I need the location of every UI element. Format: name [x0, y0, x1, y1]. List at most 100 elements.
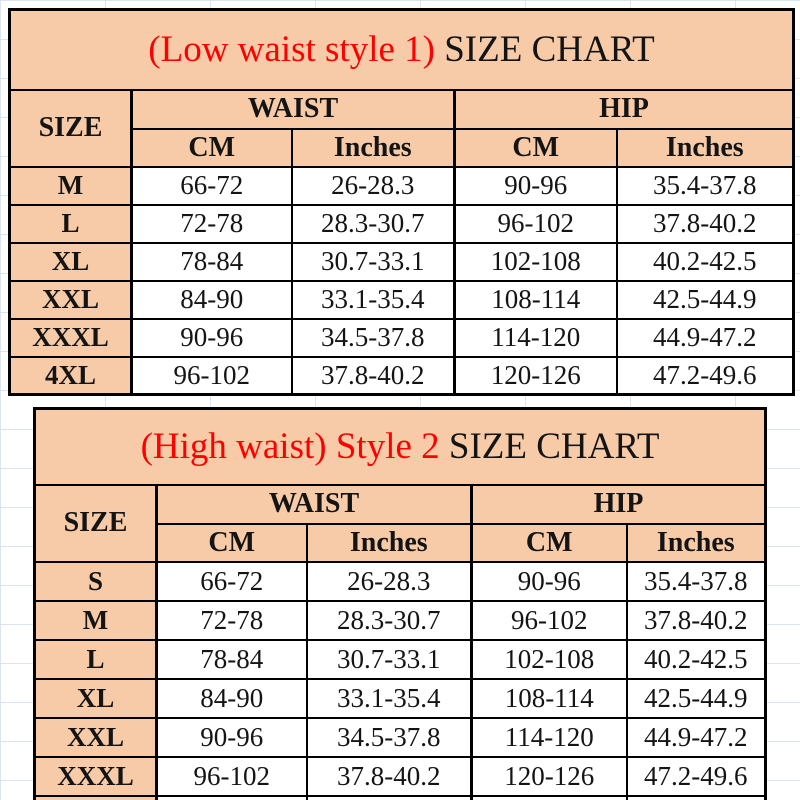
- size-cell: M: [33, 599, 158, 641]
- unit-header-row: CM Inches CM Inches: [35, 522, 767, 563]
- waist-inches-cell: 33.1-35.4: [305, 677, 473, 719]
- table-row: 4XL 96-102 37.8-40.2 120-126 47.2-49.6: [8, 355, 795, 396]
- waist-inches-cell: 30.7-33.1: [305, 638, 473, 680]
- hip-cm-cell: 108-114: [470, 677, 628, 719]
- hip-inches-cell: 35.4-37.8: [625, 560, 767, 602]
- size-cell: M: [8, 165, 133, 206]
- hip-inches-cell: 44.9-47.2: [615, 317, 795, 358]
- waist-group-header: WAIST: [130, 88, 456, 130]
- table-row: M 66-72 26-28.3 90-96 35.4-37.8: [8, 165, 795, 206]
- size-cell: [33, 794, 158, 800]
- waist-inches-header: Inches: [290, 127, 456, 168]
- waist-cm-cell: 90-96: [130, 317, 293, 358]
- hip-inches-cell: 42.5-44.9: [625, 677, 767, 719]
- table-row: XXL 90-96 34.5-37.8 114-120 44.9-47.2: [33, 716, 767, 758]
- waist-cm-cell: 96-102: [155, 755, 308, 797]
- chart-title: (High waist) Style 2 SIZE CHART: [33, 407, 767, 486]
- hip-cm-cell: 96-102: [470, 599, 628, 641]
- hip-cm-header: CM: [453, 127, 618, 168]
- table-row: XXXL 90-96 34.5-37.8 114-120 44.9-47.2: [8, 317, 795, 358]
- hip-inches-cell: 47.2-49.6: [615, 355, 795, 396]
- table-row: XXL 84-90 33.1-35.4 108-114 42.5-44.9: [8, 279, 795, 320]
- size-cell: XXL: [33, 716, 158, 758]
- hip-inches-cell: 47.2-49.6: [625, 755, 767, 797]
- hip-cm-cell: 90-96: [470, 560, 628, 602]
- waist-cm-cell: [155, 794, 308, 800]
- waist-cm-cell: 66-72: [155, 560, 308, 602]
- waist-cm-cell: 72-78: [130, 203, 293, 244]
- size-cell: L: [33, 638, 158, 680]
- chart-title-style-label: (Low waist style 1): [148, 29, 435, 71]
- size-cell: XXXL: [33, 755, 158, 797]
- hip-group-header: HIP: [452, 88, 795, 130]
- hip-cm-cell: 114-120: [453, 317, 618, 358]
- waist-inches-cell: 33.1-35.4: [290, 279, 456, 320]
- waist-cm-header: CM: [130, 127, 293, 168]
- size-cell: XL: [33, 677, 158, 719]
- partial-clipped-row: [33, 794, 767, 800]
- waist-cm-cell: 90-96: [155, 716, 308, 758]
- waist-inches-cell: 26-28.3: [305, 560, 473, 602]
- hip-inches-header: Inches: [625, 522, 767, 563]
- waist-inches-cell: 28.3-30.7: [305, 599, 473, 641]
- hip-inches-cell: 37.8-40.2: [625, 599, 767, 641]
- chart-title: (Low waist style 1) SIZE CHART: [8, 8, 795, 91]
- hip-cm-cell: 90-96: [453, 165, 618, 206]
- waist-inches-cell: 34.5-37.8: [305, 716, 473, 758]
- group-header-row: SIZE WAIST HIP: [8, 88, 795, 168]
- waist-inches-cell: 37.8-40.2: [305, 755, 473, 797]
- unit-header-row: CM Inches CM Inches: [10, 127, 795, 168]
- table-row: XL 84-90 33.1-35.4 108-114 42.5-44.9: [33, 677, 767, 719]
- size-cell: XXXL: [8, 317, 133, 358]
- size-cell: 4XL: [8, 355, 133, 396]
- size-cell: L: [8, 203, 133, 244]
- waist-cm-cell: 78-84: [130, 241, 293, 282]
- waist-cm-header: CM: [155, 522, 308, 563]
- table-row: L 72-78 28.3-30.7 96-102 37.8-40.2: [8, 203, 795, 244]
- hip-inches-cell: [625, 794, 767, 800]
- chart-title-row: (Low waist style 1) SIZE CHART: [8, 8, 795, 91]
- table-row: L 78-84 30.7-33.1 102-108 40.2-42.5: [33, 638, 767, 680]
- hip-inches-cell: 40.2-42.5: [615, 241, 795, 282]
- hip-cm-cell: 120-126: [470, 755, 628, 797]
- hip-cm-header: CM: [470, 522, 628, 563]
- hip-cm-cell: [470, 794, 628, 800]
- size-column-header: SIZE: [33, 483, 158, 563]
- hip-cm-cell: 102-108: [453, 241, 618, 282]
- hip-cm-cell: 102-108: [470, 638, 628, 680]
- waist-cm-cell: 78-84: [155, 638, 308, 680]
- hip-cm-cell: 96-102: [453, 203, 618, 244]
- size-column-header: SIZE: [8, 88, 133, 168]
- waist-inches-cell: 26-28.3: [290, 165, 456, 206]
- chart-title-main-label: SIZE CHART: [439, 426, 660, 468]
- hip-group-header: HIP: [469, 483, 767, 525]
- waist-inches-cell: 37.8-40.2: [290, 355, 456, 396]
- hip-cm-cell: 114-120: [470, 716, 628, 758]
- waist-cm-cell: 84-90: [130, 279, 293, 320]
- waist-cm-cell: 66-72: [130, 165, 293, 206]
- hip-inches-header: Inches: [615, 127, 795, 168]
- group-header-row: SIZE WAIST HIP: [33, 483, 767, 563]
- waist-inches-cell: [305, 794, 473, 800]
- size-cell: S: [33, 560, 158, 602]
- hip-inches-cell: 42.5-44.9: [615, 279, 795, 320]
- waist-inches-header: Inches: [305, 522, 473, 563]
- size-cell: XL: [8, 241, 133, 282]
- table-row: M 72-78 28.3-30.7 96-102 37.8-40.2: [33, 599, 767, 641]
- hip-inches-cell: 40.2-42.5: [625, 638, 767, 680]
- hip-inches-cell: 37.8-40.2: [615, 203, 795, 244]
- chart-title-main-label: SIZE CHART: [434, 29, 655, 71]
- waist-inches-cell: 34.5-37.8: [290, 317, 456, 358]
- hip-cm-cell: 108-114: [453, 279, 618, 320]
- chart-title-row: (High waist) Style 2 SIZE CHART: [33, 407, 767, 486]
- waist-inches-cell: 30.7-33.1: [290, 241, 456, 282]
- hip-inches-cell: 44.9-47.2: [625, 716, 767, 758]
- waist-group-header: WAIST: [155, 483, 473, 525]
- hip-cm-cell: 120-126: [453, 355, 618, 396]
- waist-cm-cell: 72-78: [155, 599, 308, 641]
- table-row: XL 78-84 30.7-33.1 102-108 40.2-42.5: [8, 241, 795, 282]
- high-waist-size-chart-table: (High waist) Style 2 SIZE CHART SIZE WAI…: [33, 407, 768, 800]
- waist-inches-cell: 28.3-30.7: [290, 203, 456, 244]
- waist-cm-cell: 84-90: [155, 677, 308, 719]
- chart-title-style-label: (High waist) Style 2: [140, 426, 440, 468]
